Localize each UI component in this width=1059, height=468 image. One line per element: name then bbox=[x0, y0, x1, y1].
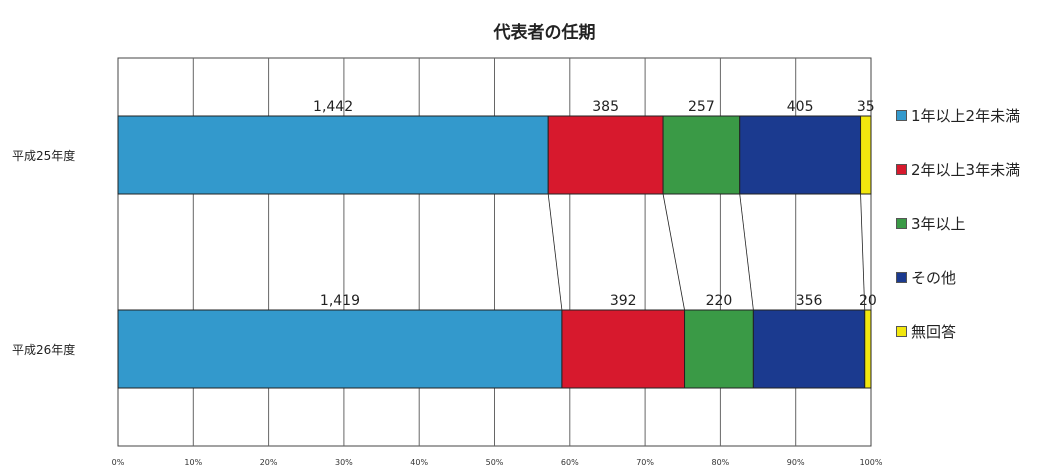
chart-title: 代表者の任期 bbox=[493, 23, 596, 43]
legend-label: 3年以上 bbox=[911, 214, 966, 233]
data-label: 257 bbox=[688, 99, 715, 115]
legend-swatch bbox=[896, 271, 907, 283]
x-tick-label: 70% bbox=[636, 458, 654, 467]
data-label: 35 bbox=[857, 99, 875, 115]
bar-segment bbox=[739, 115, 862, 195]
x-tick-label: 90% bbox=[787, 458, 805, 467]
x-tick-label: 50% bbox=[486, 458, 504, 467]
series-connector-line bbox=[739, 193, 754, 311]
bar-segment bbox=[117, 309, 563, 389]
series-connector-line bbox=[662, 193, 685, 311]
x-tick-label: 80% bbox=[712, 458, 730, 467]
x-tick-label: 20% bbox=[260, 458, 278, 467]
x-tick-label: 30% bbox=[335, 458, 353, 467]
legend-item: 2年以上3年未満 bbox=[896, 142, 1020, 196]
legend-swatch bbox=[896, 217, 907, 229]
legend-swatch bbox=[896, 163, 907, 175]
legend-label: その他 bbox=[911, 268, 957, 287]
legend-swatch bbox=[896, 109, 907, 121]
series-connector-line bbox=[547, 193, 563, 311]
x-tick-label: 10% bbox=[184, 458, 202, 467]
bar-segment bbox=[117, 115, 549, 195]
category-label: 平成26年度 bbox=[12, 342, 75, 357]
legend-item: 3年以上 bbox=[896, 196, 1020, 250]
legend-swatch bbox=[896, 325, 907, 337]
legend-item: その他 bbox=[896, 250, 1020, 304]
x-tick-label: 0% bbox=[112, 458, 125, 467]
bar-segment bbox=[752, 309, 866, 389]
data-label: 392 bbox=[610, 293, 637, 309]
category-label: 平成25年度 bbox=[12, 148, 75, 163]
x-tick-label: 40% bbox=[410, 458, 428, 467]
bar-segment bbox=[860, 115, 872, 195]
bar-segment bbox=[684, 309, 754, 389]
legend-label: 1年以上2年未満 bbox=[911, 106, 1021, 125]
data-label: 385 bbox=[592, 99, 619, 115]
data-label: 20 bbox=[859, 293, 877, 309]
data-label: 220 bbox=[706, 293, 733, 309]
bar-segment bbox=[561, 309, 686, 389]
data-label: 405 bbox=[787, 99, 814, 115]
data-label: 1,419 bbox=[320, 293, 360, 309]
bar-segment bbox=[864, 309, 872, 389]
x-tick-label: 100% bbox=[860, 458, 883, 467]
data-label: 1,442 bbox=[313, 99, 353, 115]
x-tick-label: 60% bbox=[561, 458, 579, 467]
data-label: 356 bbox=[796, 293, 823, 309]
legend-label: 2年以上3年未満 bbox=[911, 160, 1021, 179]
series-connector-line bbox=[860, 193, 866, 311]
bar-segment bbox=[662, 115, 741, 195]
legend-label: 無回答 bbox=[911, 322, 957, 341]
bar-segment bbox=[547, 115, 664, 195]
legend-item: 1年以上2年未満 bbox=[896, 88, 1020, 142]
chart-legend: 1年以上2年未満 2年以上3年未満 3年以上その他無回答 bbox=[896, 88, 1020, 358]
legend-item: 無回答 bbox=[896, 304, 1020, 358]
